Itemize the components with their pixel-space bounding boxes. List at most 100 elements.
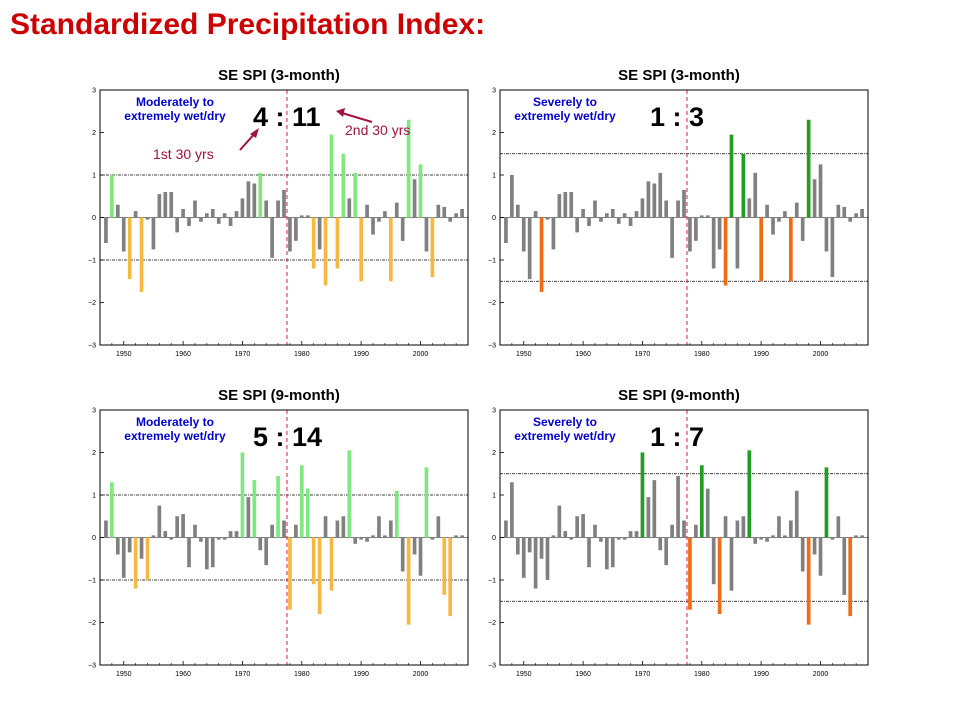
spi-bar <box>557 505 562 538</box>
y-tick-label: 3 <box>92 408 96 415</box>
spi-bar <box>800 217 805 241</box>
spi-bar <box>110 482 114 538</box>
spi-bar <box>741 516 746 538</box>
spi-bar <box>258 537 263 551</box>
spi-bar <box>204 537 209 570</box>
x-tick-label: 1980 <box>694 351 710 358</box>
spi-bar <box>371 535 375 538</box>
spi-bar <box>406 537 411 625</box>
spi-bar <box>759 217 764 282</box>
y-tick-label: −2 <box>488 620 496 627</box>
spi-bar <box>854 213 858 218</box>
spi-bar <box>599 537 603 542</box>
spi-bar <box>353 172 358 218</box>
spi-bar <box>545 537 550 580</box>
spi-bar <box>216 537 221 540</box>
spi-bar <box>527 217 532 280</box>
spi-bar <box>181 514 185 538</box>
y-tick-label: 1 <box>492 493 496 500</box>
spi-bar <box>581 209 585 218</box>
spi-bar <box>454 213 458 218</box>
spi-bar <box>527 537 532 553</box>
spi-bar <box>430 537 435 540</box>
event-ratio: 1 : 3 <box>650 102 704 132</box>
spi-bar <box>794 490 799 538</box>
y-tick-label: 2 <box>492 450 496 457</box>
spi-bar <box>276 475 280 538</box>
spi-bar <box>121 537 126 578</box>
spi-bar <box>753 172 758 218</box>
spi-bar <box>305 215 310 218</box>
x-tick-label: 1960 <box>575 671 591 678</box>
spi-bar <box>860 535 864 538</box>
spi-bar <box>151 217 156 250</box>
spi-bar <box>365 204 369 218</box>
x-tick-label: 1950 <box>516 351 532 358</box>
spi-bar <box>610 209 615 218</box>
spi-bar <box>133 537 138 589</box>
spi-bar <box>157 505 162 538</box>
spi-bar <box>628 217 633 226</box>
spi-bar <box>246 497 251 538</box>
spi-bar <box>688 537 692 610</box>
x-tick-label: 1950 <box>116 351 132 358</box>
spi-bar <box>783 211 787 218</box>
spi-bar <box>270 217 274 258</box>
spi-bar <box>115 204 120 218</box>
spi-bar <box>646 497 651 538</box>
spi-bar <box>234 531 239 538</box>
x-tick-label: 1990 <box>753 351 769 358</box>
category-label: Moderately to <box>136 95 214 109</box>
spi-bar <box>510 175 514 218</box>
y-tick-label: 1 <box>492 173 496 180</box>
spi-bar <box>436 516 441 538</box>
spi-bar <box>694 217 698 241</box>
spi-bar <box>388 520 393 538</box>
spi-bar <box>311 217 316 269</box>
y-tick-label: 2 <box>92 130 96 137</box>
spi-bar <box>765 537 769 542</box>
spi-bar <box>187 217 191 226</box>
spi-bar <box>359 537 364 540</box>
spi-bar <box>777 516 781 538</box>
spi-bar <box>288 217 292 252</box>
spi-bar <box>563 531 568 538</box>
spi-bar <box>145 217 150 220</box>
spi-bar <box>860 209 864 218</box>
spi-bar <box>628 531 633 538</box>
y-tick-label: 0 <box>492 535 496 542</box>
spi-bar <box>747 450 752 538</box>
category-label: Severely to <box>533 95 597 109</box>
spi-bar <box>246 181 251 218</box>
x-tick-label: 1960 <box>575 351 591 358</box>
spi-bar <box>794 202 799 218</box>
spi-bar <box>115 537 120 555</box>
y-tick-label: −3 <box>88 663 96 670</box>
spi-bar <box>818 537 823 576</box>
spi-bar <box>569 192 574 218</box>
spi-bar <box>688 217 692 252</box>
spi-bar <box>460 535 464 538</box>
spi-bar <box>593 200 597 218</box>
x-tick-label: 2000 <box>813 351 829 358</box>
spi-bar <box>515 204 520 218</box>
spi-bar <box>569 537 574 540</box>
event-ratio: 4 : 11 <box>253 102 321 132</box>
spi-bar <box>634 531 639 538</box>
x-tick-label: 1990 <box>353 351 369 358</box>
x-tick-label: 1980 <box>294 351 310 358</box>
spi-bar <box>175 516 180 538</box>
spi-bar <box>436 204 441 218</box>
spi-bar <box>575 217 580 233</box>
arrow-head-1st <box>250 128 259 138</box>
spi-bar <box>622 213 627 218</box>
spi-bar <box>377 516 381 538</box>
spi-bar <box>634 211 639 218</box>
category-label: extremely wet/dry <box>124 109 226 123</box>
spi-bar <box>800 537 805 572</box>
spi-bar <box>222 213 227 218</box>
y-tick-label: −2 <box>88 620 96 627</box>
spi-bar <box>753 537 758 544</box>
y-tick-label: −2 <box>88 300 96 307</box>
spi-bar <box>504 520 508 538</box>
